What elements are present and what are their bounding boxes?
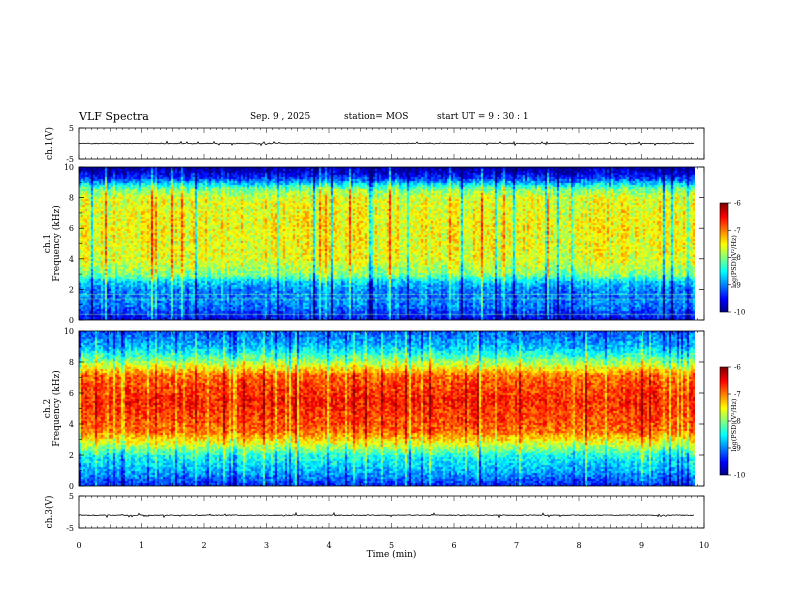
x-tick-label: 1 bbox=[139, 541, 144, 550]
colorbar-label: log(PSD)(V²/Hz) bbox=[730, 235, 738, 288]
y-axis-label-channel: ch.2 bbox=[43, 399, 53, 418]
y-axis-label: ch.1(V) bbox=[44, 127, 55, 160]
colorbar-tick-label: -7 bbox=[734, 227, 741, 235]
x-tick-label: 8 bbox=[576, 541, 581, 550]
waveform-trace-ch3-waveform bbox=[78, 511, 695, 519]
x-tick-label: 0 bbox=[76, 541, 81, 550]
colorbar-tick-label: -6 bbox=[734, 200, 741, 208]
spectrogram-image-ch1-spectrogram bbox=[79, 167, 695, 320]
y-tick-label: 2 bbox=[69, 285, 74, 294]
y-tick-label: 0 bbox=[69, 316, 74, 325]
y-tick-label: -5 bbox=[66, 155, 74, 164]
x-axis-label: Time (min) bbox=[367, 549, 417, 560]
colorbar-label: log(PSD)(V²/Hz) bbox=[730, 398, 738, 451]
x-tick-label: 4 bbox=[326, 541, 331, 550]
waveform-trace-ch1-waveform bbox=[78, 140, 695, 147]
colorbar-tick-label: -10 bbox=[734, 309, 745, 317]
y-tick-label: 4 bbox=[69, 420, 74, 429]
spectrogram-image-ch2-spectrogram bbox=[79, 331, 695, 486]
x-tick-label: 2 bbox=[201, 541, 206, 550]
colorbar-ch2-spectrogram bbox=[720, 367, 728, 475]
colorbar-tick-label: -7 bbox=[734, 391, 741, 399]
x-tick-label: 9 bbox=[639, 541, 644, 550]
y-tick-label: 10 bbox=[64, 327, 74, 336]
chart-title: VLF Spectra bbox=[79, 110, 149, 123]
colorbar-tick-label: -9 bbox=[734, 281, 741, 289]
y-tick-label: 8 bbox=[69, 194, 74, 203]
y-tick-label: 6 bbox=[69, 389, 74, 398]
y-tick-label: 5 bbox=[69, 492, 74, 501]
y-tick-label: 4 bbox=[69, 255, 74, 264]
y-axis-label: Frequency (kHz) bbox=[51, 370, 62, 447]
x-tick-label: 5 bbox=[389, 541, 394, 550]
y-tick-label: 0 bbox=[69, 482, 74, 491]
y-tick-label: 2 bbox=[69, 451, 74, 460]
colorbar-tick-label: -8 bbox=[734, 418, 741, 426]
y-tick-label: 5 bbox=[69, 124, 74, 133]
y-axis-label: ch.3(V) bbox=[44, 496, 55, 529]
y-tick-label: 8 bbox=[69, 358, 74, 367]
colorbar-ch1-spectrogram bbox=[720, 203, 728, 312]
x-tick-label: 3 bbox=[264, 541, 269, 550]
y-tick-label: 6 bbox=[69, 224, 74, 233]
station-label: station= MOS bbox=[344, 112, 409, 122]
date-label: Sep. 9 , 2025 bbox=[250, 112, 311, 122]
x-tick-label: 7 bbox=[514, 541, 519, 550]
y-tick-label: 10 bbox=[64, 163, 74, 172]
y-tick-label: -5 bbox=[66, 524, 74, 533]
x-tick-label: 10 bbox=[699, 541, 709, 550]
start-time-label: start UT = 9 : 30 : 1 bbox=[437, 112, 529, 122]
colorbar-tick-label: -8 bbox=[734, 254, 741, 262]
y-axis-label-channel: ch.1 bbox=[43, 234, 53, 253]
y-axis-label: Frequency (kHz) bbox=[51, 205, 62, 282]
colorbar-tick-label: -10 bbox=[734, 472, 745, 480]
figure-header: VLF Spectra Sep. 9 , 2025 station= MOS s… bbox=[0, 110, 792, 128]
colorbar-tick-label: -9 bbox=[734, 445, 741, 453]
x-tick-label: 6 bbox=[451, 541, 456, 550]
colorbar-tick-label: -6 bbox=[734, 364, 741, 372]
